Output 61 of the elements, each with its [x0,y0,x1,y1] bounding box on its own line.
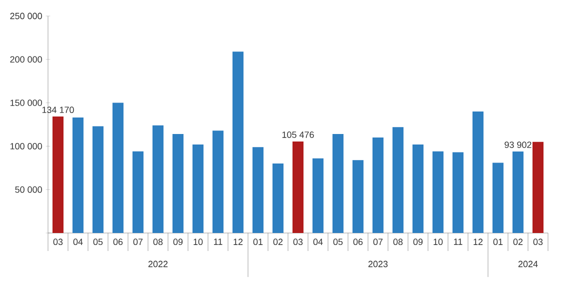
x-tick-label: 09 [413,238,423,246]
bar [52,116,64,233]
x-tick-label: 07 [133,238,143,246]
text: 2023 [368,260,388,268]
bar [512,151,524,233]
bar [532,142,544,233]
x-tick-label: 08 [393,238,403,246]
x-tick-label: 06 [353,238,363,246]
y-tick-label: 250 000 [10,12,42,20]
bar [332,134,344,233]
bar [152,125,164,233]
y-tick-label: 100 000 [10,143,42,150]
bar [132,151,144,233]
bar [472,111,484,233]
x-tick-label: 10 [434,238,443,246]
x-tick-label: 12 [234,238,243,245]
y-tick-label: 200 000 [10,56,42,63]
bar [312,158,324,233]
bar [272,164,284,233]
x-tick-label: 11 [214,238,222,245]
x-tick-label: 03 [53,238,63,246]
bar [372,138,384,233]
x-tick-label: 02 [513,238,523,246]
x-tick-label: 03 [293,238,303,246]
x-tick-label: 01 [253,238,263,246]
x-tick-label: 01 [493,238,503,246]
y-tick-label: 50 000 [15,186,42,193]
bar [432,151,444,233]
x-tick-label: 04 [313,238,323,246]
x-tick-label: 10 [194,238,203,246]
bar [252,147,264,233]
bar [92,126,104,233]
x-tick-label: 05 [93,238,103,246]
x-tick-label: 07 [373,238,383,246]
bar [172,134,184,233]
bar [232,52,244,233]
x-tick-label: 02 [273,238,283,246]
text: 2022 [148,260,168,268]
bar [192,144,204,233]
x-tick-label: 12 [474,238,483,245]
x-tick-label: 09 [173,238,183,246]
bar [112,102,124,233]
text: 2024 [518,260,538,268]
data-label: 105 476 [282,132,314,138]
x-tick-label: 08 [153,238,163,246]
x-tick-label: 06 [113,238,123,246]
x-tick-label: 04 [73,238,83,246]
data-label: 93 902 [504,142,532,148]
bar [212,130,224,233]
x-tick-label: 05 [333,238,343,246]
bar [72,118,84,233]
bar [292,141,304,233]
bar [392,127,404,233]
data-label: 134 170 [42,106,74,114]
x-tick-label: 11 [454,238,462,245]
bar [452,152,464,233]
bar [412,144,424,233]
x-tick-label: 03 [533,238,543,246]
bar [492,162,504,233]
bar [352,160,364,233]
y-tick-label: 150 000 [10,100,42,106]
